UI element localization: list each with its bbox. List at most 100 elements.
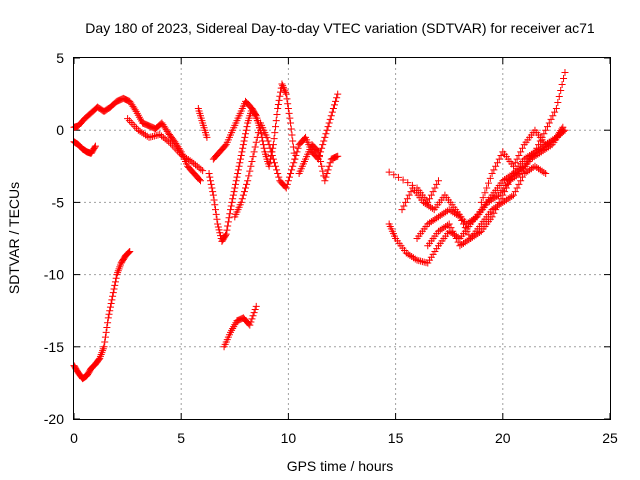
data-point [322,130,330,138]
data-point [213,215,221,223]
data-point [477,198,485,206]
data-point [111,278,119,286]
data-point [451,209,459,217]
data-point [323,170,331,178]
data-point [278,80,286,88]
series-arc-a [70,94,204,185]
data-point [504,180,512,188]
data-point [488,206,496,214]
data-points [70,68,569,383]
y-tick-label: -20 [44,411,64,427]
data-point [461,238,469,246]
data-point [558,80,566,88]
data-point [109,289,117,297]
data-point [322,173,330,181]
data-point [508,192,516,200]
data-point [540,130,548,138]
data-point [177,151,185,159]
data-point [518,164,526,172]
data-point [440,209,448,217]
data-point [533,164,541,172]
data-point [438,225,446,233]
data-point [106,307,114,315]
data-point [524,167,532,175]
data-point [490,166,498,174]
data-point [212,206,220,214]
data-point [314,148,322,156]
data-point [502,196,510,204]
data-point [502,184,510,192]
data-point [399,176,407,184]
series-arc-k [385,68,569,267]
data-point [234,170,242,178]
data-point [283,180,291,188]
data-point [328,108,336,116]
data-point [264,137,272,145]
data-point [463,237,471,245]
x-tick-label: 15 [388,430,404,446]
data-point [248,315,256,323]
data-point [270,159,278,167]
data-point [408,253,416,261]
data-point [326,115,334,123]
data-point [324,123,332,131]
data-point [279,83,287,91]
x-axis-label: GPS time / hours [287,458,394,474]
data-point [110,285,118,293]
data-point [476,228,484,236]
data-point [210,196,218,204]
data-point [319,141,327,149]
data-point [524,153,532,161]
data-point [487,196,495,204]
data-point [445,220,453,228]
data-point [317,157,325,165]
data-point [499,177,507,185]
data-point [493,202,501,210]
data-point [468,216,476,224]
data-point [431,247,439,255]
data-point [237,151,245,159]
data-point [557,86,565,94]
data-point [535,165,543,173]
data-point [434,177,442,185]
data-point [327,112,335,120]
data-point [449,208,457,216]
data-point [527,150,535,158]
data-point [517,177,525,185]
data-point [287,170,295,178]
data-point [324,166,332,174]
series-arc-p [385,168,442,206]
data-point [469,215,477,223]
data-point [287,125,295,133]
data-point [286,114,294,122]
data-point [321,133,329,141]
data-point [491,194,499,202]
data-point [289,162,297,170]
data-point [517,148,525,156]
data-point [223,226,231,234]
data-point [248,157,256,165]
data-point [526,166,534,174]
data-point [125,248,133,256]
data-point [250,148,258,156]
data-point [445,206,453,214]
data-point [236,159,244,167]
data-point [272,123,280,131]
data-point [436,226,444,234]
data-point [246,321,254,329]
x-tick-label: 0 [70,430,78,446]
data-point [95,355,103,363]
data-point [495,201,503,209]
data-point [208,184,216,192]
data-point [426,256,434,264]
data-point [429,188,437,196]
data-point [458,216,466,224]
data-point [215,226,223,234]
data-point [249,312,257,320]
data-point [434,227,442,235]
data-point [542,126,550,134]
data-point [411,255,419,263]
data-point [265,141,273,149]
data-point [329,105,337,113]
